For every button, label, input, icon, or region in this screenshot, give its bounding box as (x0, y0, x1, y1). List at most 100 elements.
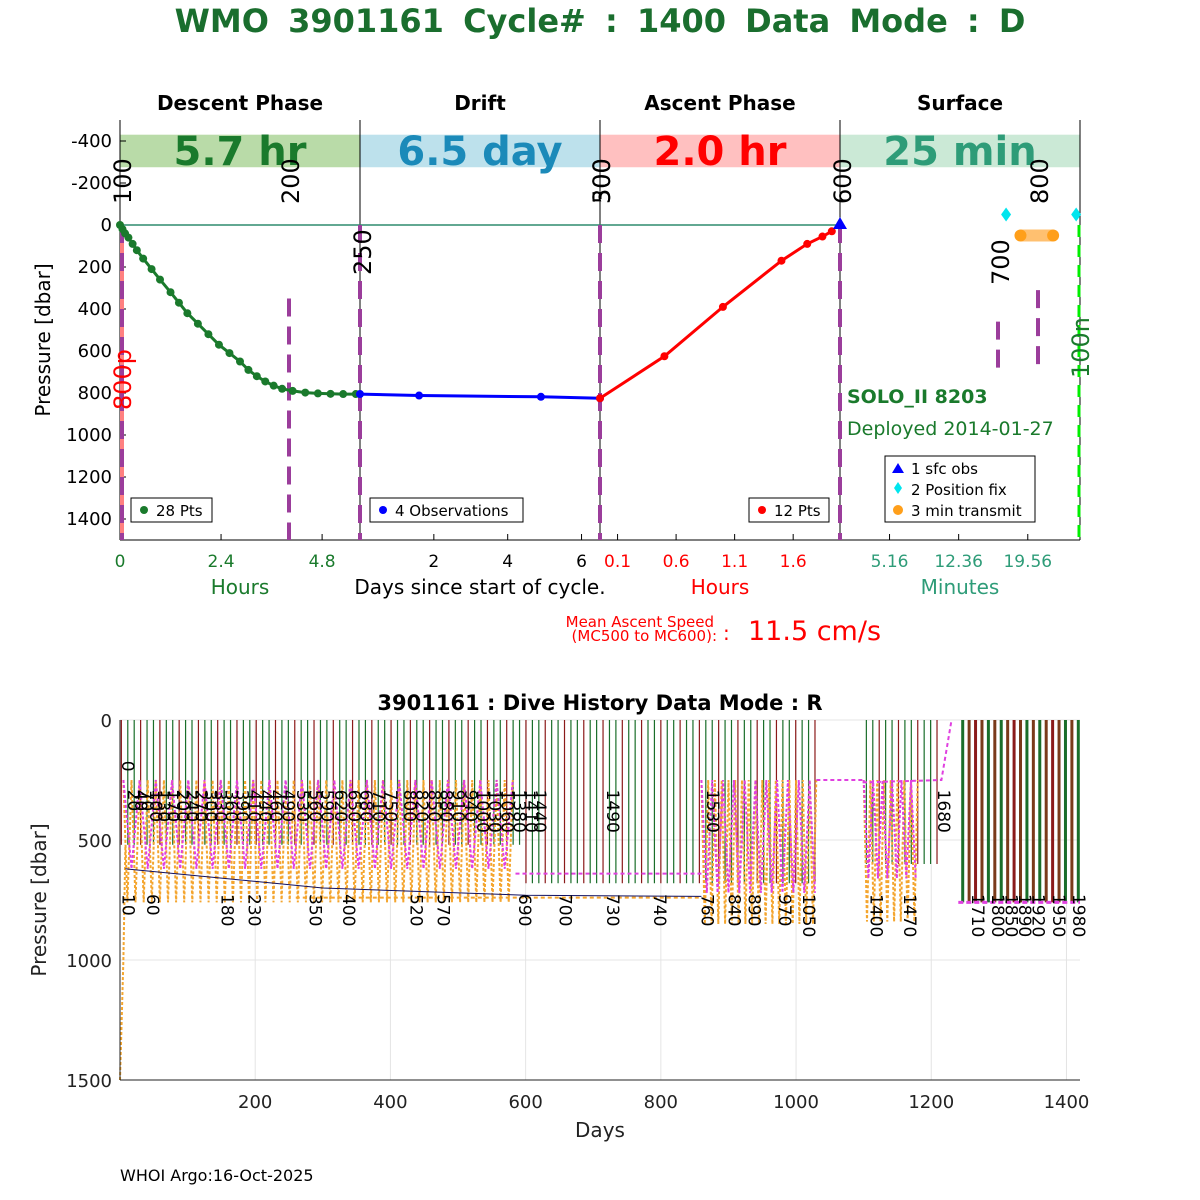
series-point-0-24 (313, 389, 322, 398)
y-tick-label-2: 0 (101, 215, 112, 236)
series-point-0-19 (261, 377, 270, 386)
x-tick-label-2-3: 1.6 (780, 552, 807, 572)
cycle-label-top-17: 490 (277, 790, 297, 822)
cycle-label-top-20: 590 (316, 790, 336, 822)
cycle-label-top-7: 200 (172, 790, 192, 822)
cycle-label-bottom-25: 1980 (1068, 894, 1088, 937)
cycle-label-bottom-10: 730 (602, 894, 622, 926)
series-point-0-15 (225, 349, 234, 358)
phase-duration-1: 6.5 day (397, 129, 562, 175)
cycle-label-bottom-6: 520 (406, 894, 426, 926)
legend-position-fix-marker (894, 482, 902, 494)
cycle-label-bottom-20: 1800 (987, 894, 1007, 937)
cycle-label-top-32: 1000 (472, 790, 492, 833)
series-point-2-2 (718, 302, 727, 311)
cycle-label-bottom-12: 760 (696, 894, 716, 926)
legend-drift-box (369, 497, 524, 523)
ascent-speed-label-line1: Mean Ascent Speed (566, 613, 714, 631)
cycle-label-bottom-21: 1850 (1001, 894, 1021, 937)
mc-label-600: 600 (829, 158, 857, 204)
series-point-0-4 (128, 239, 137, 248)
mc-label-300: 300 (588, 158, 616, 204)
cycle-label-top-19: 560 (304, 790, 324, 822)
x-tick-label-3-2: 19.56 (1003, 552, 1052, 572)
series-point-0-23 (301, 388, 310, 397)
y-tick-label-7: 1000 (66, 425, 112, 446)
park-profile-magenta-b (700, 779, 816, 893)
series-point-0-7 (147, 265, 156, 274)
cycle-label-bottom-0: 10 (118, 894, 138, 916)
x-tick-label-1-0: 2 (428, 552, 439, 572)
phase-unit-0: Hours (211, 575, 270, 599)
series-point-0-9 (166, 288, 175, 297)
x-tick-label-1: 400 (373, 1092, 407, 1113)
series-line-2 (599, 229, 833, 400)
cycle-label-top-35: 1380 (508, 790, 528, 833)
cycle-label-top-14: 410 (243, 790, 263, 822)
y-tick-label-4: 400 (78, 299, 112, 320)
deployed-date: Deployed 2014-01-27 (847, 418, 1054, 440)
series-point-0-21 (278, 384, 287, 393)
y-axis-label: Pressure [dbar] (27, 823, 51, 976)
legend-descent-marker (140, 506, 148, 514)
phase-band-0 (120, 134, 360, 168)
y-tick-label-1: -200 (71, 173, 112, 194)
x-tick-label-3: 800 (644, 1092, 678, 1113)
cycle-label-top-16: 460 (265, 790, 285, 822)
cycle-label-bottom-5: 400 (338, 894, 358, 926)
cycle-label-bottom-4: 350 (304, 894, 324, 926)
series-point-1-0 (356, 390, 364, 399)
float-type: SOLO_II 8203 (847, 386, 988, 408)
x-tick-label-1-2: 6 (576, 552, 587, 572)
cycle-label-top-27: 820 (411, 790, 431, 822)
cycle-label-top-37: 1440 (529, 790, 549, 833)
page-title: WMO 3901161 Cycle# : 1400 Data Mode : D (174, 2, 1026, 40)
legend-sfc-obs-marker (892, 463, 904, 473)
x-tick-label-2-1: 0.6 (663, 552, 690, 572)
dive-history-title: 3901161 : Dive History Data Mode : R (377, 691, 822, 715)
mc-label-700: 700 (987, 239, 1015, 285)
phase-header-2: Ascent Phase (644, 91, 795, 115)
phase-duration-2: 2.0 hr (654, 129, 787, 175)
footer-credit: WHOI Argo:16-Oct-2025 (120, 1166, 314, 1185)
cycle-label-top-1: 20 (123, 790, 143, 812)
first-dive-profile (119, 844, 127, 1081)
x-tick-label-0: 200 (238, 1092, 272, 1113)
cycle-label-top-29: 880 (435, 790, 455, 822)
series-point-0-26 (339, 390, 348, 399)
series-point-2-6 (827, 227, 836, 236)
phase-band-3 (840, 134, 1080, 168)
cycle-label-top-39: 1530 (702, 790, 722, 833)
phase-unit-2: Hours (691, 575, 750, 599)
series-point-0-17 (244, 365, 253, 374)
y-tick-label-8: 1200 (66, 467, 112, 488)
series-point-0-3 (124, 233, 133, 242)
position-fix-marker-1 (1071, 207, 1082, 222)
x-tick-label-3-1: 12.36 (934, 552, 983, 572)
x-tick-label-0-2: 4.8 (309, 552, 336, 572)
mc-label-100n: 100n (1067, 317, 1095, 378)
cycle-label-top-10: 300 (200, 790, 220, 822)
cycle-label-bottom-7: 570 (433, 894, 453, 926)
x-tick-label-2: 600 (508, 1092, 542, 1113)
bottom-trace (125, 868, 702, 897)
cycle-label-bottom-23: 1920 (1028, 894, 1048, 937)
park-profile-orange-c (862, 779, 919, 922)
y-tick-label-0: 0 (101, 711, 112, 732)
mc-label-250: 250 (349, 229, 377, 275)
cycle-label-top-28: 850 (423, 790, 443, 822)
cycle-label-top-23: 680 (356, 790, 376, 822)
y-tick-label-9: 1400 (66, 509, 112, 530)
transmit-end-marker (1047, 229, 1060, 242)
cycle-label-top-38: 1490 (602, 790, 622, 833)
series-point-2-4 (803, 239, 812, 248)
cycle-label-bottom-22: 1890 (1014, 894, 1034, 937)
mc-label-800p: 800p (109, 349, 137, 410)
mc-label-800: 800 (1026, 158, 1054, 204)
cycle-label-bottom-2: 180 (216, 894, 236, 926)
series-point-0-6 (139, 254, 148, 263)
y-tick-label-1: 500 (78, 831, 112, 852)
legend-descent-label: 28 Pts (156, 502, 203, 520)
x-tick-label-6: 1400 (1044, 1092, 1090, 1113)
